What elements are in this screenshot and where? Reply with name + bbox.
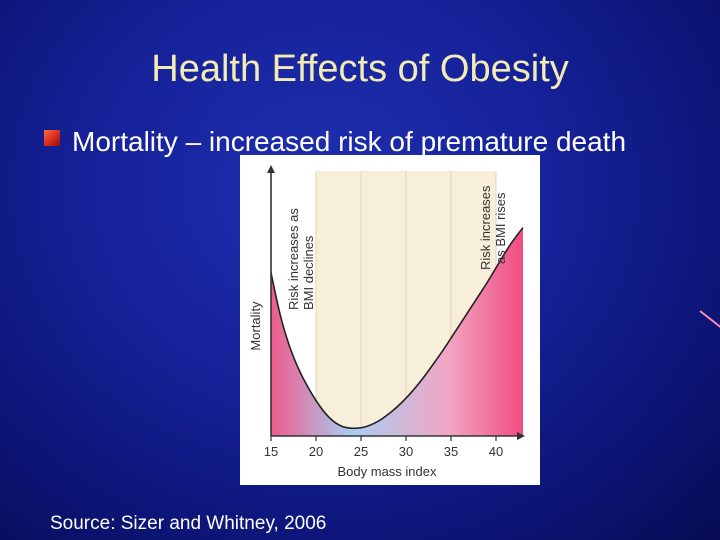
mortality-curve-line	[270, 227, 524, 430]
annotation-risk-rises-line1: Risk increases	[478, 185, 493, 270]
slide-title: Health Effects of Obesity	[151, 48, 569, 90]
bullet-text: Mortality – increased risk of premature …	[72, 126, 627, 157]
x-tick-label-20: 20	[309, 444, 323, 459]
x-axis-label: Body mass index	[338, 464, 437, 479]
bullet-square-icon	[44, 130, 60, 146]
annotation-risk-rises: Risk increases as BMI rises	[478, 182, 508, 270]
x-tick-label-25: 25	[354, 444, 368, 459]
bullet-item: Mortality – increased risk of premature …	[44, 124, 684, 159]
mortality-chart: 15 20 25 30 35 40 Body mass index Mortality R…	[240, 155, 540, 485]
mortality-curve-area	[271, 227, 523, 436]
x-tick-label-40: 40	[489, 444, 503, 459]
annotation-risk-declines: Risk increases as BMI declines	[286, 205, 316, 311]
x-tick-label-15: 15	[264, 444, 278, 459]
x-axis-arrow	[517, 432, 525, 440]
annotation-risk-rises-line2: as BMI rises	[493, 192, 508, 264]
source-citation: Source: Sizer and Whitney, 2006	[50, 513, 327, 534]
x-tick-label-30: 30	[399, 444, 413, 459]
annotation-risk-declines-line1: Risk increases as	[286, 208, 301, 310]
annotation-risk-declines-line2: BMI declines	[301, 235, 316, 310]
x-axis-ticks: 15 20 25 30 35 40	[264, 436, 503, 459]
y-axis-label: Mortality	[248, 301, 263, 351]
y-axis-arrow	[267, 165, 275, 173]
x-tick-label-35: 35	[444, 444, 458, 459]
decorative-streak	[699, 310, 720, 328]
mortality-chart-svg: 15 20 25 30 35 40 Body mass index Mortality R…	[240, 155, 540, 485]
